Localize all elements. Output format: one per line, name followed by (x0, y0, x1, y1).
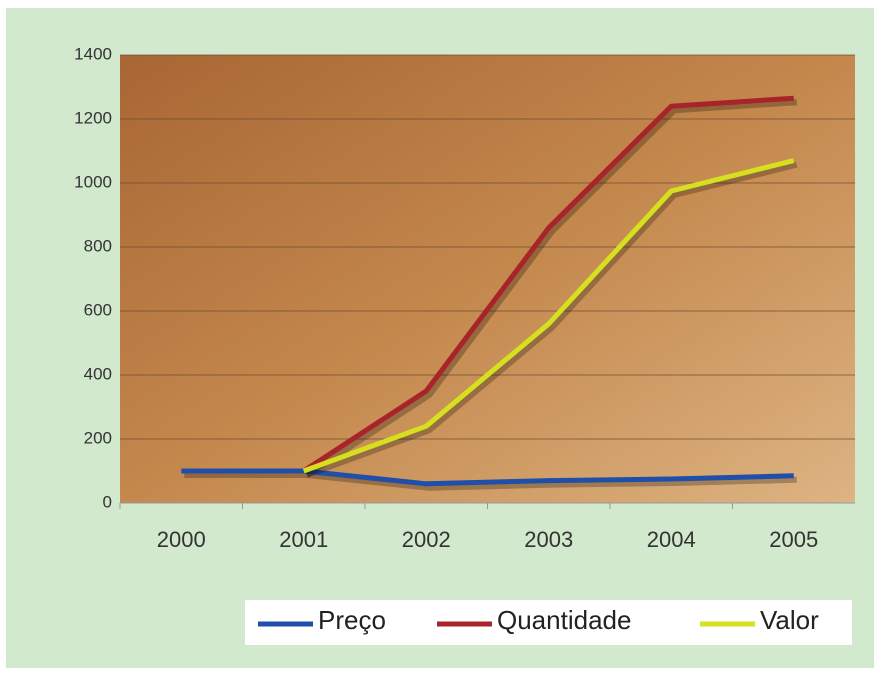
line-shadow (305, 161, 798, 478)
x-tick-label: 2004 (647, 527, 696, 552)
legend-label: Valor (760, 605, 819, 635)
y-tick-label: 0 (103, 492, 112, 511)
y-tick-label: 400 (84, 364, 112, 383)
y-tick-label: 600 (84, 300, 112, 319)
x-tick-label: 2005 (769, 527, 818, 552)
x-tick-label: 2002 (402, 527, 451, 552)
x-tick-label: 2003 (524, 527, 573, 552)
x-tick-label: 2000 (157, 527, 206, 552)
line-shadow (305, 99, 797, 478)
series-line (302, 158, 795, 474)
y-tick-label: 1000 (74, 172, 112, 191)
series-line (181, 468, 794, 487)
plot-area (120, 55, 855, 503)
line-shadow (184, 472, 797, 491)
y-tick-label: 800 (84, 236, 112, 255)
legend-label: Quantidade (497, 605, 631, 635)
y-tick-label: 200 (84, 428, 112, 447)
y-tick-label: 1400 (74, 44, 112, 63)
legend-label: Preço (318, 605, 386, 635)
x-tick-label: 2001 (279, 527, 328, 552)
y-tick-label: 1200 (74, 108, 112, 127)
series-line (302, 95, 794, 474)
